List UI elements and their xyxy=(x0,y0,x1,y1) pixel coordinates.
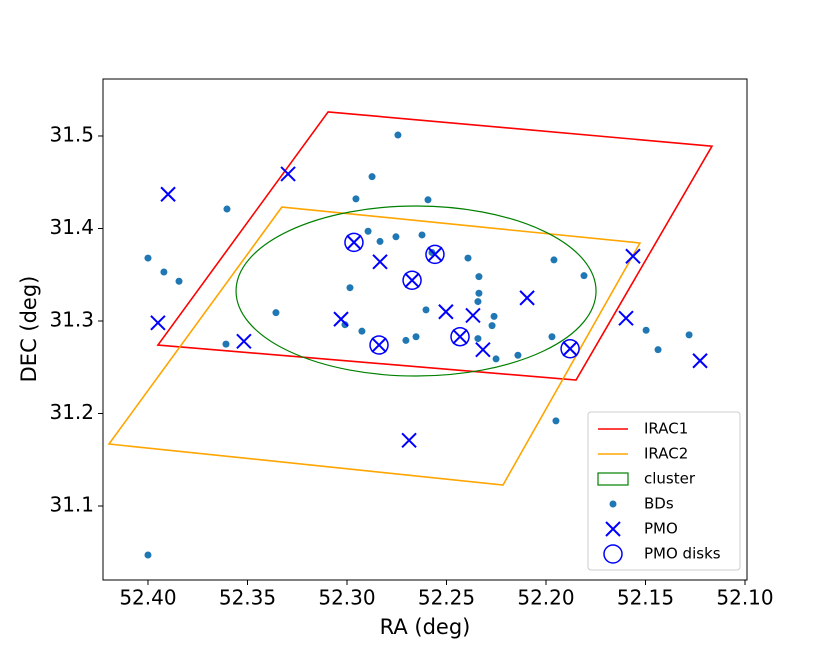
bd-point xyxy=(580,272,588,280)
y-tick-label: 31.5 xyxy=(49,122,94,146)
disk-marker xyxy=(425,244,445,265)
bd-point xyxy=(490,312,498,320)
bd-point xyxy=(685,331,693,339)
bd-point xyxy=(346,284,354,292)
x-tick-label: 52.35 xyxy=(219,586,276,610)
bd-point xyxy=(424,196,432,204)
pmo-marker xyxy=(401,432,417,449)
legend-label: IRAC2 xyxy=(644,445,688,463)
pmo-marker xyxy=(562,341,578,357)
pmo-marker xyxy=(475,341,491,358)
y-tick-label: 31.1 xyxy=(49,492,94,516)
legend-label: PMO disks xyxy=(644,545,721,563)
bd-point xyxy=(474,335,482,343)
x-tick-label: 52.20 xyxy=(517,586,574,610)
pmo-marker xyxy=(372,254,388,270)
disk-marker xyxy=(369,335,389,355)
bd-point xyxy=(475,273,483,281)
pmo-marker xyxy=(404,272,420,288)
bd-point xyxy=(492,355,500,363)
plot-area xyxy=(107,111,714,559)
bd-point xyxy=(402,336,410,344)
y-axis-label: DEC (deg) xyxy=(17,276,41,383)
legend-box xyxy=(587,411,741,571)
x-tick-label: 52.25 xyxy=(418,586,475,610)
legend-label: PMO xyxy=(644,520,678,538)
x-tick-label: 52.40 xyxy=(119,586,176,610)
pmo-marker xyxy=(280,166,296,182)
bd-point xyxy=(364,227,372,235)
bd-point xyxy=(475,289,483,297)
footprint-outline xyxy=(107,206,642,486)
bd-point xyxy=(272,309,280,317)
bd-point xyxy=(488,322,496,330)
bd-point xyxy=(352,195,360,203)
bd-point xyxy=(654,346,662,354)
plot-frame xyxy=(102,78,748,581)
disk-marker xyxy=(560,338,580,359)
pmo-marker xyxy=(519,290,535,306)
pmo-marker xyxy=(692,353,708,369)
disk-marker xyxy=(402,270,422,291)
bd-point xyxy=(474,298,482,306)
disk-marker xyxy=(450,326,470,347)
x-tick-label: 52.30 xyxy=(318,586,375,610)
bd-point xyxy=(422,306,430,314)
bd-point xyxy=(514,351,522,359)
y-tick-label: 31.4 xyxy=(49,215,94,239)
bd-point xyxy=(418,231,426,239)
bd-point xyxy=(394,131,402,139)
pmo-marker xyxy=(452,329,468,345)
disk-marker xyxy=(344,232,364,253)
pmo-marker xyxy=(236,333,252,350)
bd-point xyxy=(144,254,152,262)
bd-point xyxy=(358,327,366,335)
pmo-marker xyxy=(346,234,362,251)
bd-point xyxy=(160,268,168,276)
bd-point xyxy=(552,417,560,425)
y-tick-label: 31.2 xyxy=(49,400,94,424)
pmo-marker xyxy=(371,337,387,353)
x-tick-label: 52.15 xyxy=(617,586,674,610)
pmo-marker xyxy=(150,315,166,331)
bd-point xyxy=(392,233,400,241)
bd-point xyxy=(412,333,420,341)
pmo-marker xyxy=(333,311,349,327)
pmo-marker xyxy=(625,248,641,264)
bd-point xyxy=(341,321,349,329)
x-axis-label: RA (deg) xyxy=(380,615,471,639)
bd-point xyxy=(550,256,558,264)
bd-point xyxy=(368,173,376,181)
pmo-marker xyxy=(160,186,176,202)
legend-label: cluster xyxy=(644,470,696,488)
bd-point xyxy=(642,326,650,334)
pmo-marker xyxy=(465,307,481,324)
bd-point xyxy=(175,277,183,285)
footprint-outline xyxy=(156,111,714,381)
cluster-ellipse xyxy=(235,205,597,377)
bd-point xyxy=(609,500,617,508)
y-tick-label: 31.3 xyxy=(49,307,94,331)
legend-swatch xyxy=(597,472,629,486)
pmo-marker xyxy=(438,304,454,320)
legend-label: BDs xyxy=(644,495,674,513)
pmo-marker xyxy=(605,521,621,537)
bd-point xyxy=(548,333,556,341)
bd-point xyxy=(376,237,384,245)
pmo-marker xyxy=(618,310,634,326)
bd-point xyxy=(144,551,152,559)
legend-label: IRAC1 xyxy=(644,420,688,438)
bd-point xyxy=(464,254,472,262)
x-tick-label: 52.10 xyxy=(716,586,773,610)
bd-point xyxy=(222,340,230,348)
bd-point xyxy=(223,205,231,213)
disk-marker xyxy=(603,544,623,564)
pmo-marker xyxy=(427,246,443,263)
